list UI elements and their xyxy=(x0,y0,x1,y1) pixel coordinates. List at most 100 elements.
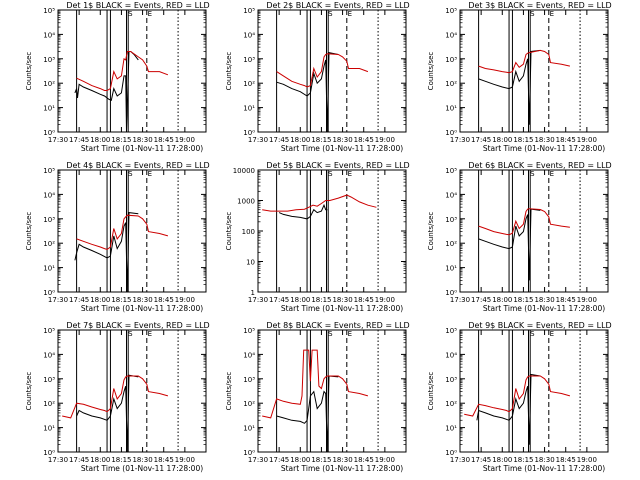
series-line-lld xyxy=(478,49,571,74)
x-tick-label: 18:00 xyxy=(90,136,110,144)
series-line-lld xyxy=(478,208,570,236)
x-tick-label: 18:00 xyxy=(290,456,310,464)
y-tick-label: 10⁵ xyxy=(43,327,55,335)
x-tick-label: 18:30 xyxy=(332,296,352,304)
marker-e: E xyxy=(550,10,554,18)
x-tick-label: 18:30 xyxy=(132,456,152,464)
x-tick-label: 18:45 xyxy=(556,296,576,304)
x-tick-label: 19:00 xyxy=(375,456,395,464)
y-tick-label: 10⁴ xyxy=(243,351,255,359)
x-axis-label: Start Time (01-Nov-11 17:28:00) xyxy=(483,304,605,313)
x-tick-label: 17:45 xyxy=(471,456,491,464)
x-tick-label: 18:30 xyxy=(132,136,152,144)
x-axis-label: Start Time (01-Nov-11 17:28:00) xyxy=(281,304,403,313)
marker-e: E xyxy=(148,10,152,18)
x-tick-label: 18:00 xyxy=(90,296,110,304)
x-tick-label: 18:15 xyxy=(311,136,331,144)
y-tick-label: 10¹ xyxy=(445,265,457,273)
series-line-lld xyxy=(76,214,169,251)
y-tick-label: 10⁵ xyxy=(43,167,55,175)
series-line-events xyxy=(276,51,339,133)
plot-frame xyxy=(57,329,207,453)
x-axis-label: Start Time (01-Nov-11 17:28:00) xyxy=(281,144,403,153)
chart-panel-8: Det 8$ BLACK = Events, RED = LLD 10⁰ 10¹ 10… xyxy=(225,321,410,473)
x-tick-label: 17:30 xyxy=(48,136,68,144)
x-tick-label: 18:45 xyxy=(154,136,174,144)
x-tick-label: 18:30 xyxy=(132,296,152,304)
y-axis-label: Counts/sec xyxy=(427,372,435,411)
y-tick-label: 10¹ xyxy=(43,105,55,113)
x-tick-label: 18:15 xyxy=(111,296,131,304)
y-axis-label: Counts/sec xyxy=(25,52,33,91)
plot-frame xyxy=(257,329,407,453)
x-axis-label: Start Time (01-Nov-11 17:28:00) xyxy=(81,464,203,473)
x-tick-label: 19:00 xyxy=(577,456,597,464)
x-tick-label: 18:00 xyxy=(290,136,310,144)
y-tick-label: 10000 xyxy=(233,167,255,175)
y-tick-label: 10⁰ xyxy=(445,449,457,457)
y-axis-label: Counts/sec xyxy=(25,372,33,411)
marker-s: S xyxy=(328,330,333,338)
y-tick-label: 10³ xyxy=(43,376,55,384)
x-tick-label: 19:00 xyxy=(375,296,395,304)
chart-title: Det 6$ BLACK = Events, RED = LLD xyxy=(468,161,611,170)
x-tick-label: 18:00 xyxy=(290,296,310,304)
y-tick-label: 10⁵ xyxy=(243,7,255,15)
x-tick-label: 18:30 xyxy=(332,456,352,464)
marker-s: S xyxy=(530,10,535,18)
chart-panel-9: Det 9$ BLACK = Events, RED = LLD 10⁰ 10¹ 10… xyxy=(427,321,612,473)
x-axis-label: Start Time (01-Nov-11 17:28:00) xyxy=(281,464,403,473)
y-tick-label: 10² xyxy=(43,240,55,248)
chart-title: Det 5$ BLACK = Events, RED = LLD xyxy=(266,161,409,170)
x-tick-label: 17:45 xyxy=(471,296,491,304)
y-tick-label: 10¹ xyxy=(43,265,55,273)
x-axis-label: Start Time (01-Nov-11 17:28:00) xyxy=(81,144,203,153)
marker-s: S xyxy=(328,170,333,178)
x-tick-label: 18:00 xyxy=(90,456,110,464)
y-tick-label: 10³ xyxy=(445,376,457,384)
x-tick-label: 19:00 xyxy=(175,456,195,464)
plot-frame xyxy=(459,9,609,133)
y-tick-label: 10 xyxy=(246,259,255,267)
x-tick-label: 18:45 xyxy=(154,456,174,464)
plot-frame xyxy=(459,169,609,293)
marker-e: E xyxy=(348,170,352,178)
x-tick-label: 17:45 xyxy=(269,296,289,304)
x-tick-label: 18:15 xyxy=(513,456,533,464)
y-tick-label: 10⁵ xyxy=(445,167,457,175)
x-tick-label: 19:00 xyxy=(175,296,195,304)
x-tick-label: 19:00 xyxy=(375,136,395,144)
chart-title: Det 2$ BLACK = Events, RED = LLD xyxy=(266,1,409,10)
series-line-lld xyxy=(464,375,571,417)
series-line-events xyxy=(478,208,541,281)
x-axis-label: Start Time (01-Nov-11 17:28:00) xyxy=(483,464,605,473)
chart-panel-6: Det 6$ BLACK = Events, RED = LLD 10⁰ 10¹ 10… xyxy=(427,161,612,313)
y-axis-label: Counts/sec xyxy=(225,52,233,91)
y-tick-label: 10⁴ xyxy=(43,31,55,39)
chart-panel-5: Det 5$ BLACK = Events, RED = LLD 1 10 100 10… xyxy=(225,161,410,313)
marker-s: S xyxy=(128,330,133,338)
y-tick-label: 10² xyxy=(445,80,457,88)
series-line-lld xyxy=(262,349,369,419)
x-tick-label: 17:30 xyxy=(248,456,268,464)
x-tick-label: 17:30 xyxy=(248,296,268,304)
x-tick-label: 18:30 xyxy=(332,136,352,144)
marker-s: S xyxy=(328,10,333,18)
y-tick-label: 10² xyxy=(445,400,457,408)
x-tick-label: 17:30 xyxy=(48,456,68,464)
chart-title: Det 7$ BLACK = Events, RED = LLD xyxy=(66,321,209,330)
x-tick-label: 18:15 xyxy=(111,136,131,144)
y-axis-label: Counts/sec xyxy=(225,212,233,251)
y-tick-label: 10³ xyxy=(445,56,457,64)
x-tick-label: 18:15 xyxy=(513,296,533,304)
series-line-lld xyxy=(76,51,169,91)
x-tick-label: 18:00 xyxy=(492,136,512,144)
y-tick-label: 10² xyxy=(43,400,55,408)
x-tick-label: 17:30 xyxy=(450,296,470,304)
x-tick-label: 18:30 xyxy=(534,456,554,464)
y-axis-label: Counts/sec xyxy=(427,212,435,251)
y-tick-label: 10¹ xyxy=(445,105,457,113)
y-tick-label: 10⁴ xyxy=(243,31,255,39)
y-tick-label: 10⁵ xyxy=(445,7,457,15)
marker-e: E xyxy=(550,170,554,178)
